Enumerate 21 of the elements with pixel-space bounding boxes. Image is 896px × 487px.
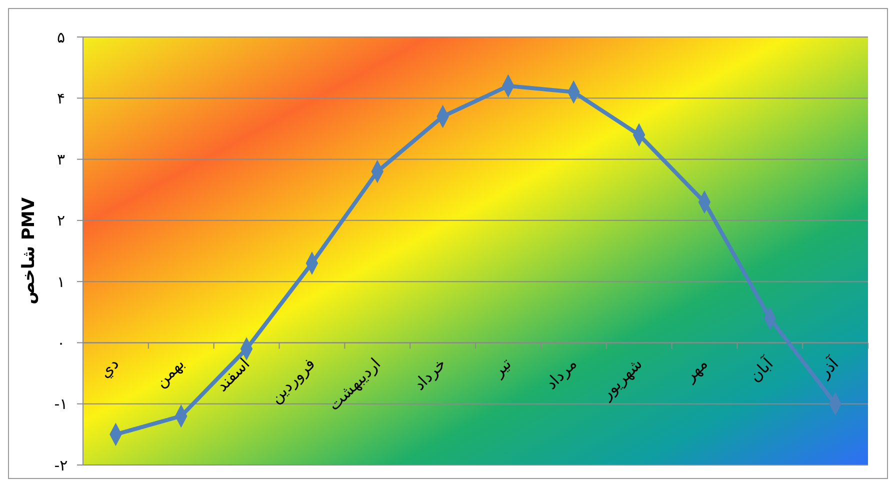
x-tick-label: خرداد bbox=[410, 354, 450, 394]
y-tick-label: ۵ bbox=[56, 28, 66, 46]
x-tick-label: آذر bbox=[814, 352, 844, 382]
y-tick-label: ۰ bbox=[56, 334, 66, 352]
y-tick-label: ۲ bbox=[56, 212, 66, 230]
x-tick-label: فروردين bbox=[266, 354, 319, 407]
y-tick-label: -۲ bbox=[54, 456, 68, 474]
x-tick-label: شهريور bbox=[596, 354, 646, 404]
x-tick-label: مرداد bbox=[541, 354, 580, 394]
x-tick-label: مهر bbox=[680, 354, 712, 386]
x-tick-label: بهمن bbox=[150, 354, 188, 392]
x-tick-label: اسفند bbox=[212, 354, 254, 396]
y-tick-label: ۱ bbox=[56, 272, 66, 291]
y-tick-label: ۳ bbox=[56, 150, 66, 169]
x-tick-label: دي bbox=[95, 354, 123, 382]
x-tick-label: آبان bbox=[744, 352, 778, 386]
y-tick-label: ۴ bbox=[56, 89, 66, 108]
y-axis-title: شاخص PMV bbox=[19, 196, 39, 304]
y-tick-label: -۱ bbox=[54, 395, 68, 414]
x-tick-label: ارديبهشت bbox=[324, 354, 384, 414]
x-tick-label: تير bbox=[488, 354, 516, 382]
